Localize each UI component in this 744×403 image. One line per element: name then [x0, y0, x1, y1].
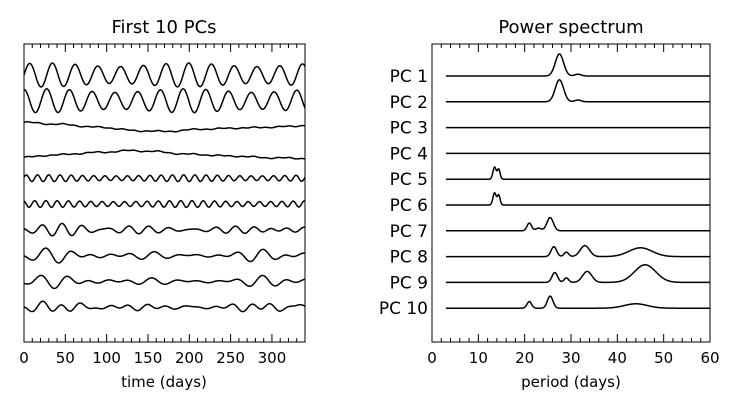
spectrum-label-pc-10: PC 10	[379, 299, 428, 319]
left-tick-label: 250	[216, 349, 245, 367]
right-series-group	[445, 53, 711, 309]
pc-timeseries-line-4	[23, 149, 306, 160]
spectrum-label-pc-9: PC 9	[390, 273, 428, 293]
left-series-group	[23, 62, 306, 313]
spectrum-line-pc-7	[445, 216, 711, 232]
pc-timeseries-line-9	[23, 274, 306, 290]
right-tick-label: 30	[561, 349, 580, 367]
spectrum-line-pc-2	[445, 79, 711, 103]
left-x-ticks	[23, 44, 306, 342]
spectrum-line-pc-5	[445, 166, 711, 180]
left-tick-label: 100	[92, 349, 121, 367]
left-tick-label: 0	[19, 349, 29, 367]
left-x-axis-label: time (days)	[121, 373, 207, 391]
spectrum-line-pc-10	[445, 295, 711, 309]
right-tick-label: 40	[608, 349, 627, 367]
spectrum-line-pc-1	[445, 53, 711, 77]
right-tick-label: 20	[515, 349, 534, 367]
spectrum-label-pc-3: PC 3	[390, 119, 428, 139]
right-tick-label: 60	[700, 349, 719, 367]
pc-timeseries-line-10	[23, 300, 306, 313]
spectrum-line-pc-9	[445, 264, 711, 284]
spectrum-line-pc-6	[445, 192, 711, 206]
pc-timeseries-line-2	[23, 88, 306, 114]
pc-timeseries-line-6	[23, 199, 306, 209]
spectrum-label-pc-7: PC 7	[390, 222, 428, 242]
spectrum-line-pc-8	[445, 244, 711, 258]
left-title: First 10 PCs	[111, 17, 216, 38]
left-tick-label: 50	[56, 349, 75, 367]
right-tick-label: 50	[654, 349, 673, 367]
spectrum-label-pc-1: PC 1	[390, 67, 428, 87]
pc-timeseries-line-5	[23, 174, 306, 183]
pc-timeseries-line-8	[23, 247, 306, 264]
left-x-tick-labels: 0 50 100 150 200 250 300	[19, 349, 286, 367]
right-x-ticks	[431, 44, 711, 342]
right-tick-label: 10	[469, 349, 488, 367]
pc-timeseries-line-3	[23, 121, 306, 133]
right-x-axis-label: period (days)	[521, 373, 621, 391]
left-tick-label: 200	[175, 349, 204, 367]
right-x-tick-labels: 0 10 20 30 40 50 60	[427, 349, 719, 367]
spectrum-label-pc-8: PC 8	[390, 248, 428, 268]
spectrum-label-pc-5: PC 5	[390, 170, 428, 190]
right-panel: Power spectrum 0 10 20 30 40 50 60 PC 1PC 2PC …	[379, 17, 720, 391]
pc-timeseries-line-7	[23, 222, 306, 237]
left-tick-label: 150	[134, 349, 163, 367]
left-tick-label: 300	[258, 349, 287, 367]
spectrum-label-pc-2: PC 2	[390, 93, 428, 113]
right-tick-label: 0	[427, 349, 437, 367]
right-title: Power spectrum	[498, 17, 643, 38]
right-series-labels: PC 1 PC 2 PC 3 PC 4 PC 5 PC 6 PC 7 PC 8 PC 9 PC 1…	[379, 67, 428, 319]
left-panel: First 10 PCs 0 50 100 150 200 250 300 time (da…	[19, 17, 306, 391]
left-plot-frame	[23, 43, 306, 343]
spectrum-label-pc-6: PC 6	[390, 196, 428, 216]
spectrum-label-pc-4: PC 4	[390, 144, 428, 164]
right-plot-frame	[431, 43, 711, 343]
pc-timeseries-line-1	[23, 62, 306, 88]
